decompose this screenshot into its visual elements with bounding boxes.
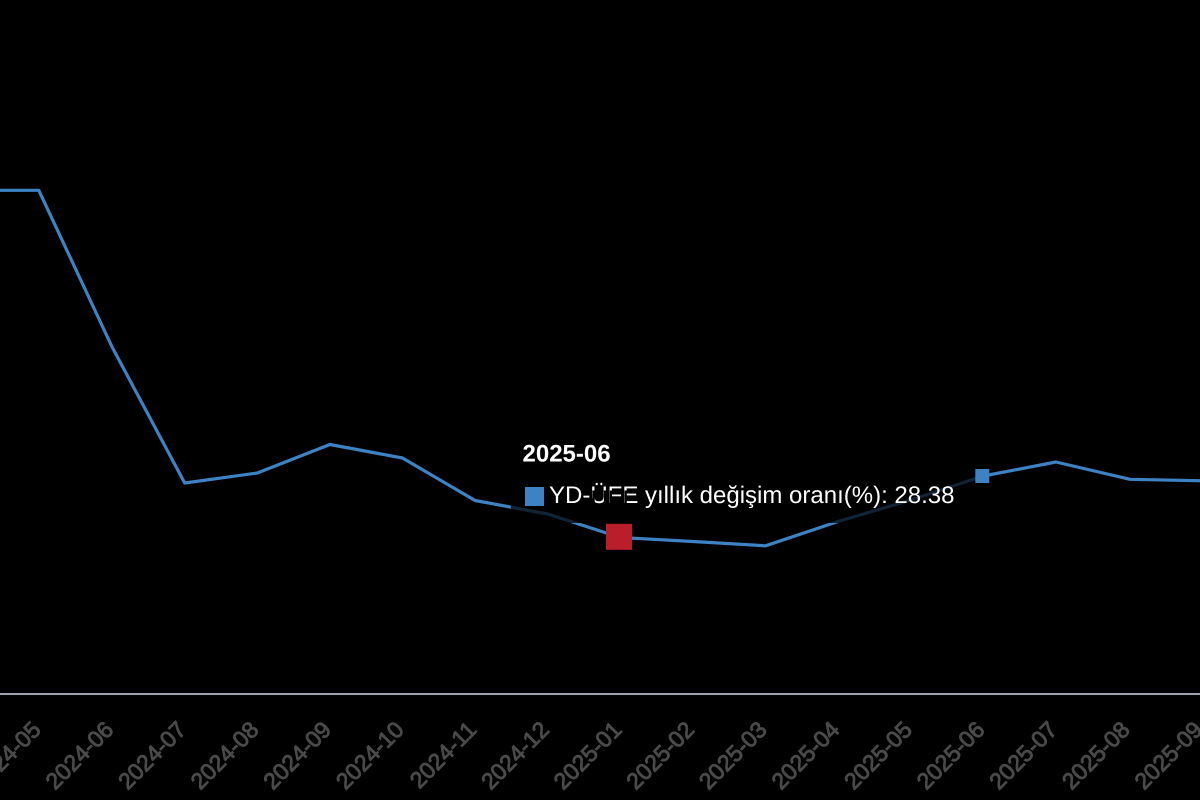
svg-text:2025-06: 2025-06 <box>523 441 611 468</box>
svg-text:YD-ÜFE yıllık değişim oranı(%): YD-ÜFE yıllık değişim oranı(%): 28.38 <box>549 482 954 509</box>
svg-text:ÜFE: ÜFE <box>591 486 639 513</box>
